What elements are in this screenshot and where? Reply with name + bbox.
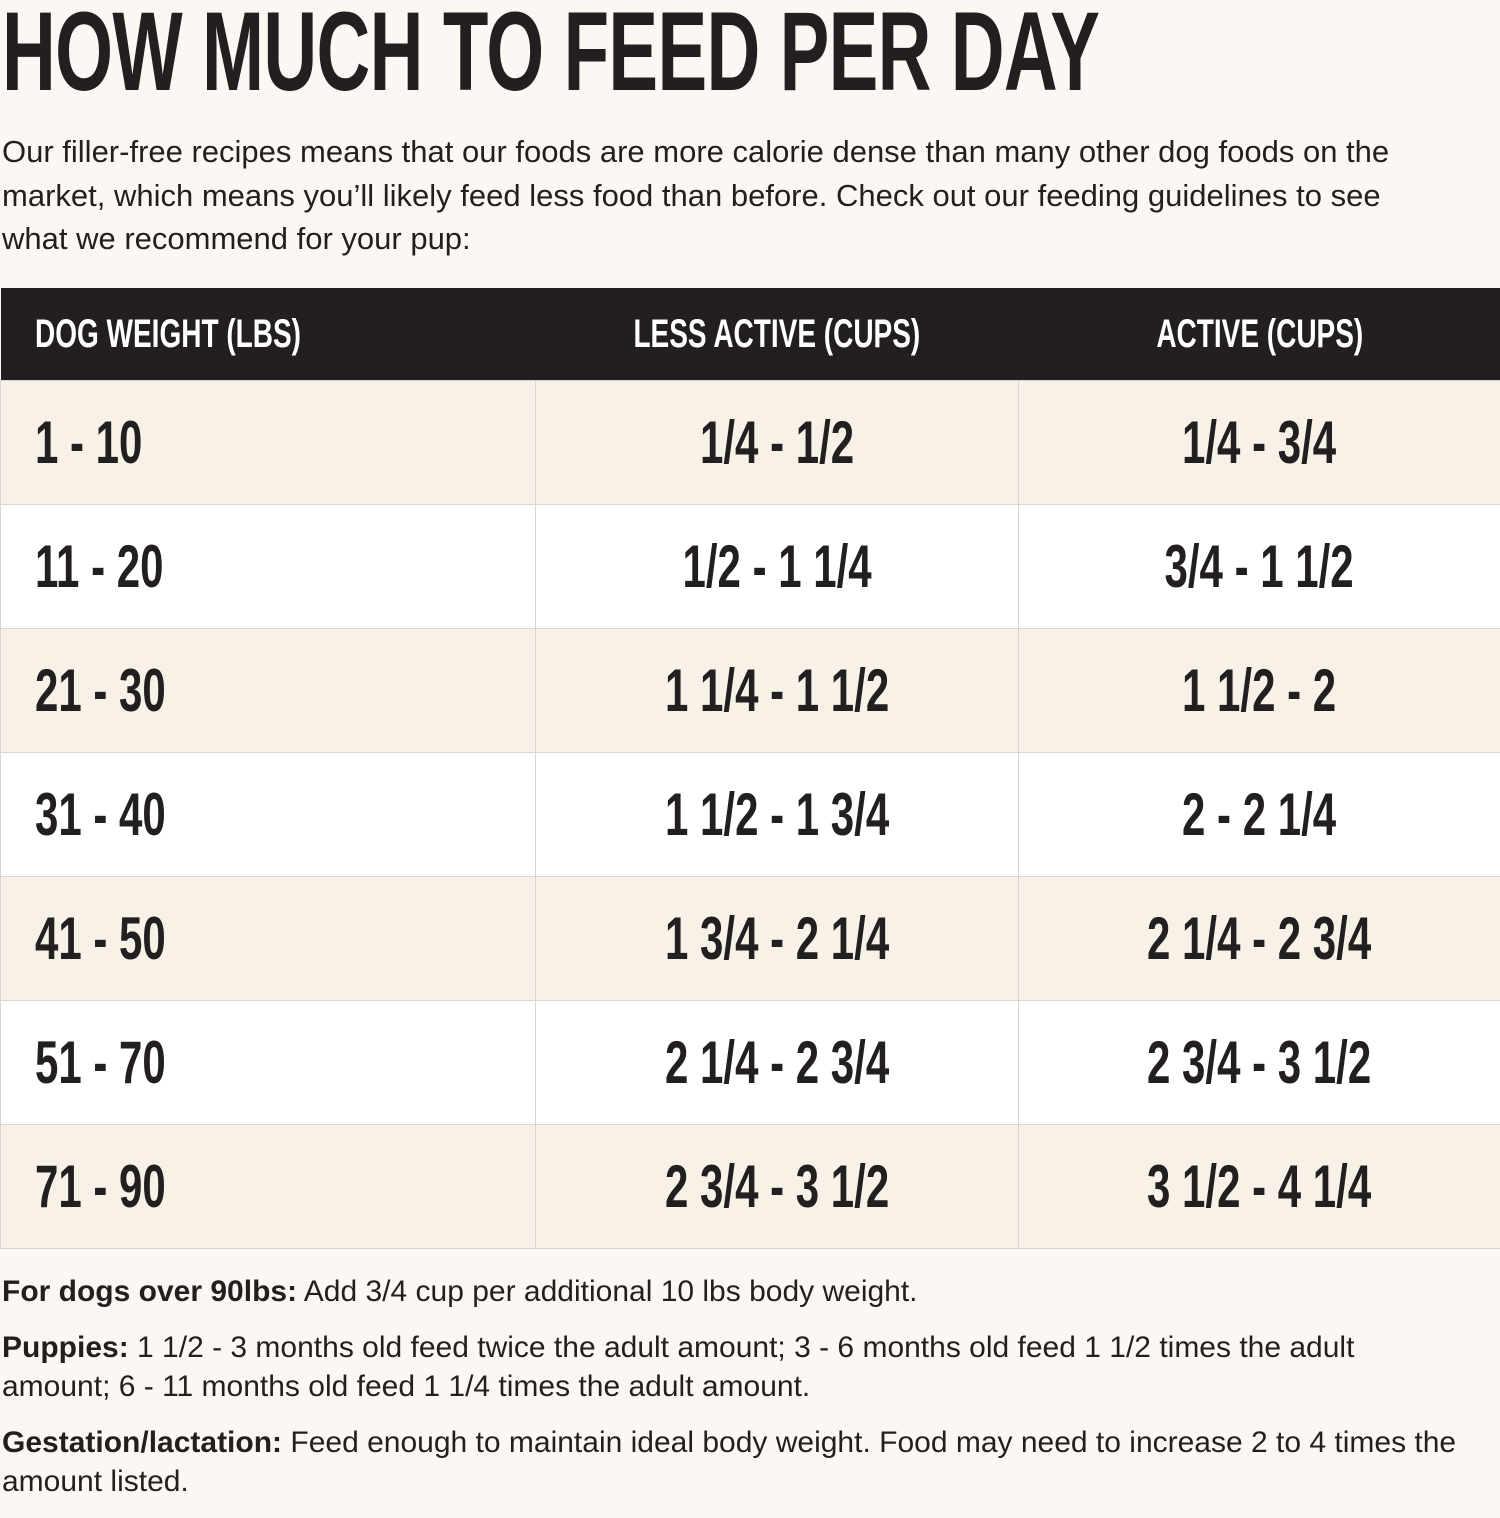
table-cell: 2 3/4 - 3 1/2 [536,1125,1019,1249]
note: For dogs over 90lbs: Add 3/4 cup per add… [2,1272,1462,1311]
cell-text: 41 - 50 [35,904,166,973]
cell-text: 2 3/4 - 3 1/2 [1147,1028,1371,1097]
cell-text: 1 3/4 - 2 1/4 [665,904,889,973]
column-header: LESS ACTIVE (CUPS) [536,288,1019,381]
note-text: Add 3/4 cup per additional 10 lbs body w… [304,1275,918,1308]
column-header-text: LESS ACTIVE (CUPS) [634,312,921,357]
cell-text: 2 1/4 - 2 3/4 [665,1028,889,1097]
table-row: 31 - 40 1 1/2 - 1 3/4 2 - 2 1/4 [1,753,1500,877]
note-text: 1 1/2 - 3 months old feed twice the adul… [2,1331,1354,1403]
table-cell: 41 - 50 [1,877,536,1001]
note-label: Puppies: [2,1331,129,1364]
note-label: For dogs over 90lbs: [2,1275,297,1308]
cell-text: 2 1/4 - 2 3/4 [1147,904,1371,973]
table-cell: 1 1/2 - 1 3/4 [536,753,1019,877]
cell-text: 21 - 30 [35,656,166,725]
cell-text: 3 1/2 - 4 1/4 [1147,1152,1371,1221]
table-cell: 71 - 90 [1,1125,536,1249]
note: Gestation/lactation: Feed enough to main… [2,1423,1462,1501]
cell-text: 31 - 40 [35,780,166,849]
table-cell: 51 - 70 [1,1001,536,1125]
table-cell: 2 1/4 - 2 3/4 [1019,877,1500,1001]
header-row: DOG WEIGHT (LBS) LESS ACTIVE (CUPS) ACTIVE… [1,288,1500,381]
table-cell: 1 1/4 - 1 1/2 [536,629,1019,753]
table-cell: 1/2 - 1 1/4 [536,505,1019,629]
table-cell: 1/4 - 1/2 [536,381,1019,505]
table-cell: 3 1/2 - 4 1/4 [1019,1125,1500,1249]
cell-text: 2 3/4 - 3 1/2 [665,1152,889,1221]
table-cell: 3/4 - 1 1/2 [1019,505,1500,629]
table-cell: 31 - 40 [1,753,536,877]
column-header-text: ACTIVE (CUPS) [1156,312,1363,357]
table-row: 41 - 50 1 3/4 - 2 1/4 2 1/4 - 2 3/4 [1,877,1500,1001]
note: Puppies: 1 1/2 - 3 months old feed twice… [2,1328,1462,1406]
cell-text: 51 - 70 [35,1028,166,1097]
intro: Our filler-free recipes means that our f… [2,130,1442,261]
cell-text: 3/4 - 1 1/2 [1165,532,1354,601]
cell-text: 1/4 - 3/4 [1182,408,1336,477]
column-header: ACTIVE (CUPS) [1019,288,1500,381]
cell-text: 1/4 - 1/2 [700,408,854,477]
table-cell: 1/4 - 3/4 [1019,381,1500,505]
cell-text: 71 - 90 [35,1152,166,1221]
table-row: 11 - 20 1/2 - 1 1/4 3/4 - 1 1/2 [1,505,1500,629]
cell-text: 1 1/2 - 1 3/4 [665,780,889,849]
table-row: 1 - 10 1/4 - 1/2 1/4 - 3/4 [1,381,1500,505]
table-cell: 2 1/4 - 2 3/4 [536,1001,1019,1125]
cell-text: 11 - 20 [35,532,163,601]
table-row: 21 - 30 1 1/4 - 1 1/2 1 1/2 - 2 [1,629,1500,753]
table-cell: 1 - 10 [1,381,536,505]
column-header-text: DOG WEIGHT (LBS) [35,312,301,357]
cell-text: 2 - 2 1/4 [1182,780,1336,849]
table-row: 51 - 70 2 1/4 - 2 3/4 2 3/4 - 3 1/2 [1,1001,1500,1125]
cell-text: 1 - 10 [35,408,142,477]
table-cell: 21 - 30 [1,629,536,753]
table-body: 1 - 10 1/4 - 1/2 1/4 - 3/4 11 - 20 1/2 - 1 1… [1,381,1500,1249]
table-row: 71 - 90 2 3/4 - 3 1/2 3 1/2 - 4 1/4 [1,1125,1500,1249]
table-cell: 11 - 20 [1,505,536,629]
table-cell: 2 - 2 1/4 [1019,753,1500,877]
cell-text: 1 1/2 - 2 [1182,656,1336,725]
feeding-table: DOG WEIGHT (LBS) LESS ACTIVE (CUPS) ACTIVE… [0,288,1500,1249]
table-cell: 1 3/4 - 2 1/4 [536,877,1019,1001]
column-header: DOG WEIGHT (LBS) [1,288,536,381]
table-cell: 2 3/4 - 3 1/2 [1019,1001,1500,1125]
table-cell: 1 1/2 - 2 [1019,629,1500,753]
title: HOW MUCH TO FEED PER DAY [2,0,1099,108]
cell-text: 1 1/4 - 1 1/2 [665,656,889,725]
notes: For dogs over 90lbs: Add 3/4 cup per add… [2,1272,1462,1518]
cell-text: 1/2 - 1 1/4 [682,532,871,601]
note-label: Gestation/lactation: [2,1426,282,1459]
